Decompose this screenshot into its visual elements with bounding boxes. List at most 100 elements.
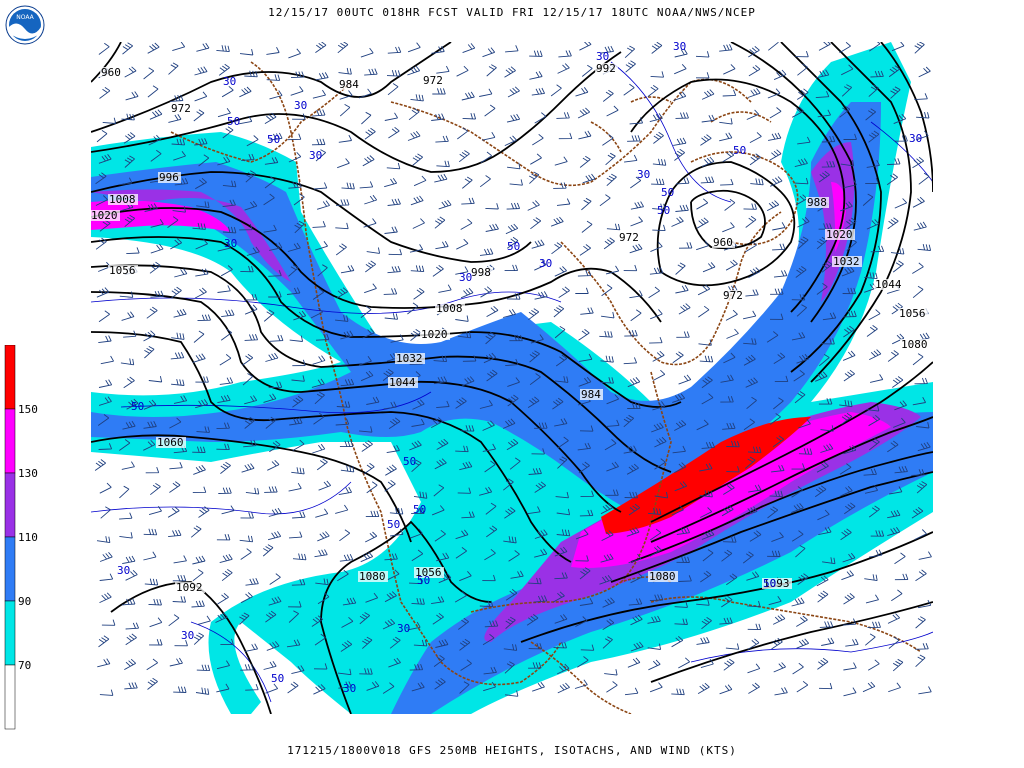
wind-barb (412, 153, 423, 166)
isotach-label: 30 (673, 42, 686, 53)
wind-barb (269, 573, 281, 585)
wind-barb (605, 265, 620, 275)
wind-barb (818, 42, 831, 51)
wind-barb (892, 376, 904, 388)
wind-barb (245, 578, 259, 586)
wind-barb (121, 598, 136, 606)
isotach-label: 30 (294, 99, 307, 112)
wind-barb (599, 194, 611, 207)
wind-barb (887, 217, 899, 230)
wind-barb (887, 526, 901, 537)
wind-barb (768, 42, 779, 51)
wind-barb (148, 134, 161, 146)
height-label: 1092 (176, 581, 203, 594)
wind-barb (268, 507, 282, 517)
wind-barb (726, 328, 739, 339)
wind-barb (336, 287, 348, 299)
wind-barb (291, 375, 305, 382)
wind-barb (793, 369, 805, 382)
wind-barb (505, 223, 519, 235)
wind-barb (190, 525, 202, 538)
wind-barb (409, 244, 424, 253)
contour-1093 (650, 601, 933, 683)
wind-barb (315, 149, 326, 162)
wind-barb (671, 636, 684, 648)
wind-barb (676, 331, 690, 338)
wind-barb (891, 42, 905, 52)
wind-barb (820, 425, 834, 432)
wind-barb (747, 446, 762, 454)
wind-barb (723, 483, 735, 495)
wind-barb (623, 83, 635, 96)
wind-barb (818, 398, 833, 405)
wind-barb (744, 506, 758, 516)
wind-barb (503, 536, 517, 544)
wind-barb (606, 681, 618, 693)
wind-barb (382, 368, 394, 381)
wind-barb (870, 245, 885, 253)
wind-barb (796, 638, 810, 649)
wind-barb (172, 596, 187, 603)
wind-barb (870, 530, 885, 537)
wind-barb (97, 658, 111, 668)
wind-barb (773, 352, 786, 364)
wind-barb (172, 574, 187, 582)
height-label-bg (158, 172, 181, 183)
wind-barb (193, 330, 205, 343)
wind-barb (122, 420, 136, 430)
isotach-label: 50 (657, 204, 670, 217)
wind-barb (170, 286, 182, 299)
wind-barb (216, 660, 230, 670)
wind-barb (676, 556, 690, 563)
wind-barb (411, 597, 425, 605)
wind-barb (912, 353, 924, 366)
wind-barb (314, 633, 326, 646)
wind-barb (701, 156, 715, 168)
wind-barb (504, 135, 517, 147)
wind-barb (410, 528, 423, 539)
wind-barb (623, 445, 637, 454)
height-label: 1008 (109, 193, 136, 206)
wind-barb (340, 465, 355, 473)
wind-barb (553, 182, 567, 189)
wind-barb (192, 222, 206, 230)
coastline-greenland (690, 151, 799, 246)
wind-barb (818, 170, 830, 183)
wind-barb (412, 218, 425, 229)
wind-barb (892, 658, 904, 672)
wind-barb (701, 617, 712, 630)
wind-barb (317, 592, 330, 605)
wind-barb (630, 216, 643, 227)
wind-barb (791, 106, 804, 118)
wind-barb (173, 555, 187, 564)
wind-barb (438, 199, 452, 210)
wind-barb (672, 445, 686, 454)
isotach-label: 50 (227, 115, 240, 128)
wind-barb (362, 328, 375, 339)
wind-barb (798, 236, 809, 249)
legend-label-90: 90 (18, 595, 31, 608)
wind-barb (502, 418, 516, 429)
wind-barb (557, 63, 570, 74)
wind-barb (795, 266, 807, 278)
height-label: 988 (807, 196, 827, 209)
wind-barb (863, 468, 877, 476)
wind-barb (699, 507, 713, 518)
wind-barb (95, 172, 107, 185)
wind-barb (246, 246, 260, 256)
wind-barb (505, 589, 518, 601)
isotach-label: 30 (343, 682, 356, 695)
wind-barb (144, 578, 159, 586)
wind-barb (436, 160, 450, 168)
wind-barb (242, 373, 253, 386)
wind-barb (94, 459, 106, 471)
wind-barb (221, 309, 235, 318)
wind-barb (840, 528, 852, 541)
wind-barb (862, 681, 876, 693)
wind-barb (221, 569, 233, 582)
wind-barb (743, 418, 755, 431)
wind-barb (792, 662, 804, 675)
wind-barb (844, 502, 856, 515)
wind-barb (651, 42, 663, 54)
wind-barb (606, 223, 621, 231)
